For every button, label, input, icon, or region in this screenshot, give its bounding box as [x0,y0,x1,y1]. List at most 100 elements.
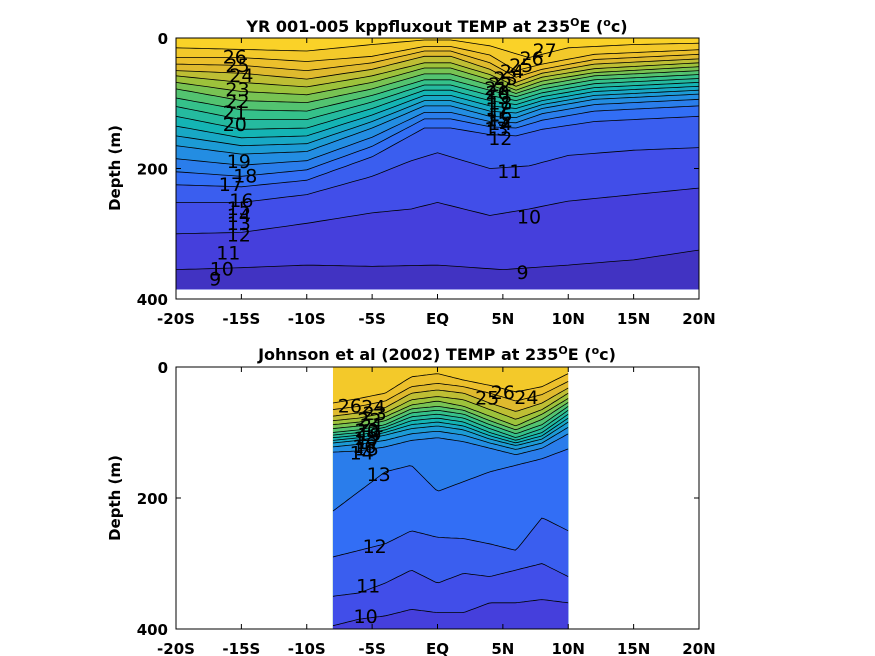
isotherm-22 [176,66,699,96]
contour-label: 25 [225,55,249,77]
contour-labels: 2625242322212019181716151413121110927262… [209,40,557,290]
band-10 [176,188,699,290]
top-plot-area: 2625242322212019181716151413121110927262… [137,30,716,328]
contour-label: 12 [488,128,512,150]
x-tick-label: -20S [157,310,195,328]
isotherm-24 [332,387,569,417]
isotherm-15 [332,426,569,450]
contour-label: 22 [225,91,249,113]
contour-label: 12 [363,536,387,558]
contour-label: 22 [488,74,512,96]
isotherm-19 [176,78,699,120]
isotherm-18 [332,413,569,441]
isotherm-10 [332,599,569,627]
bottom-ylabel: Depth (m) [106,455,124,541]
contour-label: 13 [484,118,508,140]
contour-label: 10 [210,259,234,281]
contour-label: 23 [493,68,517,90]
contour-label: 26 [520,48,544,70]
y-tick-label: 200 [137,161,168,179]
contour-label: 24 [514,387,538,409]
contour-label: 13 [227,213,251,235]
contour-label: 26 [223,47,247,69]
isotherm-17 [176,85,699,139]
top-panel: YR 001-005 kppfluxout TEMP at 235OE (oc)… [106,16,716,328]
contour-label: 23 [225,79,249,101]
isotherm-13 [332,448,569,512]
contour-label: 11 [216,242,240,264]
y-tick-label: 0 [158,30,168,48]
isotherm-15 [176,93,699,155]
contour-label: 18 [488,92,512,114]
isotherm-10 [176,187,699,235]
isotherm-21 [332,402,569,431]
contour-label: 20 [355,420,379,442]
contour-label: 21 [223,102,247,124]
isotherm-9 [176,249,699,271]
contour-label: 14 [350,443,374,465]
contour-label: 11 [356,575,380,597]
isotherm-25 [332,381,569,410]
y-tick-label: 200 [137,490,168,508]
isotherm-16 [332,421,569,446]
contour-label: 23 [363,403,387,425]
x-tick-label: -10S [288,310,326,328]
contour-label: 17 [219,174,243,196]
contour-label: 20 [223,114,247,136]
x-tick-label: -5S [358,310,385,328]
contour-label: 21 [360,415,384,437]
isotherm-lines [332,373,569,627]
x-tick-label: 10N [552,640,585,656]
x-tick-label: EQ [426,640,449,656]
x-tick-label: -20S [157,640,195,656]
bottom-panel: Johnson et al (2002) TEMP at 235OE (oc) … [106,344,716,656]
x-tick-label: 15N [617,640,650,656]
isotherm-22 [332,398,569,427]
isotherm-17 [332,417,569,444]
contour-label: 10 [354,606,378,628]
isotherm-21 [176,70,699,104]
y-tick-label: 400 [137,621,168,639]
contour-label: 26 [338,395,362,417]
band-9 [176,250,699,290]
contour-label: 17 [486,99,510,121]
contour-label: 19 [227,151,251,173]
x-tick-label: -15S [222,310,260,328]
y-axis: 0 200 400 [137,359,699,639]
contour-label: 24 [361,397,385,419]
x-tick-label: 20N [682,640,715,656]
contour-label: 15 [355,439,379,461]
isotherm-14 [176,98,699,166]
x-tick-label: -10S [288,640,326,656]
contour-label: 24 [229,65,253,87]
contour-label: 22 [357,410,381,432]
contour-label: 18 [233,165,257,187]
contour-label: 12 [227,225,251,247]
isotherm-11 [176,147,699,203]
isotherm-16 [176,89,699,147]
x-tick-label: 15N [617,310,650,328]
contour-label: 14 [488,113,512,135]
contour-label: 9 [209,268,221,290]
isotherm-26 [176,46,699,72]
contour-label: 18 [354,428,378,450]
isotherm-12 [332,517,569,558]
isotherm-20 [176,74,699,112]
contour-label: 19 [486,87,510,109]
temperature-field [332,367,569,629]
isotherm-lines [176,39,699,271]
contour-label: 27 [533,40,557,62]
band-10 [332,599,569,629]
isotherm-13 [176,105,699,177]
isotherm-24 [176,55,699,83]
contour-label: 21 [484,78,508,100]
bottom-title: Johnson et al (2002) TEMP at 235OE (oc) [257,344,616,364]
contour-label: 16 [488,104,512,126]
top-title: YR 001-005 kppfluxout TEMP at 235OE (oc) [245,16,627,36]
x-tick-label: 5N [491,310,514,328]
isotherm-14 [332,433,569,456]
contour-label: 13 [367,464,391,486]
x-tick-label: -15S [222,640,260,656]
